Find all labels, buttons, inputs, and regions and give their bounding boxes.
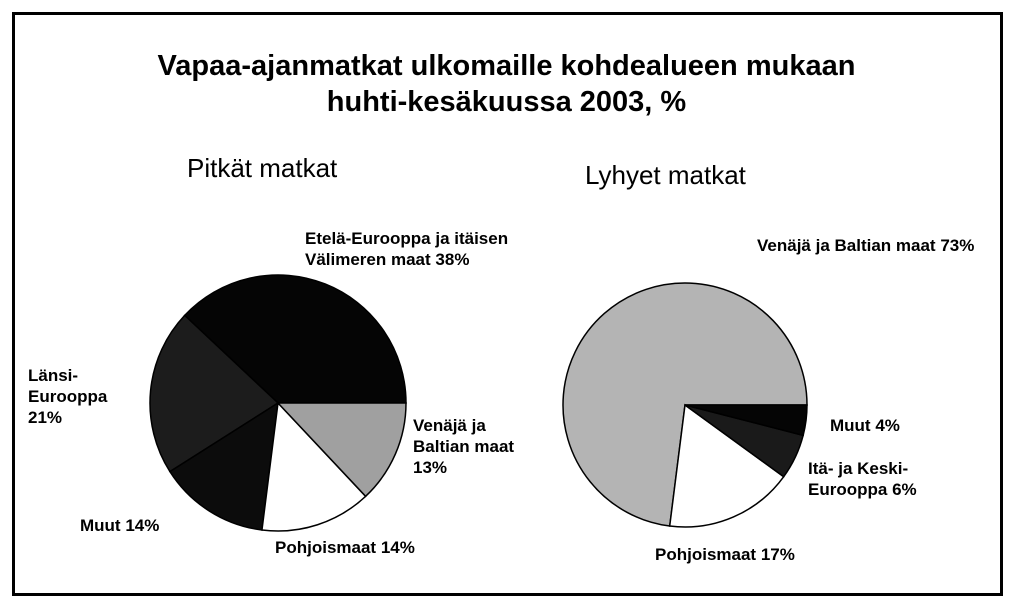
slice-label: Itä- ja Keski-Eurooppa 6% <box>808 458 983 500</box>
slice-label: Etelä-Eurooppa ja itäisen Välimeren maat… <box>305 228 535 270</box>
slice-label: Länsi-Eurooppa 21% <box>28 365 118 428</box>
slice-label: Muut 14% <box>80 515 220 536</box>
slice-label: Venäjä ja Baltian maat 13% <box>413 415 533 478</box>
value-label: 14% <box>125 516 160 535</box>
category-label: Muut <box>830 416 871 435</box>
category-label: Pohjoismaat <box>275 538 377 557</box>
pie-slice <box>168 401 279 531</box>
value-label: 38% <box>435 250 470 269</box>
pie-slice <box>261 401 367 532</box>
slice-label: Muut 4% <box>830 415 950 436</box>
title-box: Vapaa-ajanmatkat ulkomaille kohdealueen … <box>0 48 1013 120</box>
pie-slice <box>149 314 280 473</box>
category-label: Venäjä ja Baltian maat <box>757 236 936 255</box>
chart-title: Pitkät matkat <box>187 153 338 183</box>
chart-title: Lyhyet matkat <box>585 160 746 190</box>
pie-slice <box>684 404 808 437</box>
title: Vapaa-ajanmatkat ulkomaille kohdealueen … <box>157 50 856 118</box>
category-label: Länsi-Eurooppa <box>28 366 108 406</box>
slice-label: Venäjä ja Baltian maat 73% <box>757 235 977 256</box>
value-label: 13% <box>413 458 448 477</box>
value-label: 14% <box>380 538 415 557</box>
slice-label: Pohjoismaat 17% <box>655 544 855 565</box>
category-label: Etelä-Eurooppa ja itäisen Välimeren maat <box>305 229 509 269</box>
value-label: 4% <box>875 416 900 435</box>
category-label: Itä- ja Keski-Eurooppa <box>808 459 909 499</box>
pie-slice <box>668 403 785 528</box>
value-label: 73% <box>940 236 975 255</box>
category-label: Pohjoismaat <box>655 545 757 564</box>
category-label: Muut <box>80 516 121 535</box>
value-label: 21% <box>28 408 63 427</box>
slice-label: Pohjoismaat 14% <box>275 537 495 558</box>
value-label: 17% <box>760 545 795 564</box>
pie-slice <box>183 274 407 404</box>
pie-slice <box>276 402 407 498</box>
category-label: Venäjä ja Baltian maat <box>413 416 515 456</box>
value-label: 6% <box>892 480 917 499</box>
frame <box>12 12 1003 596</box>
